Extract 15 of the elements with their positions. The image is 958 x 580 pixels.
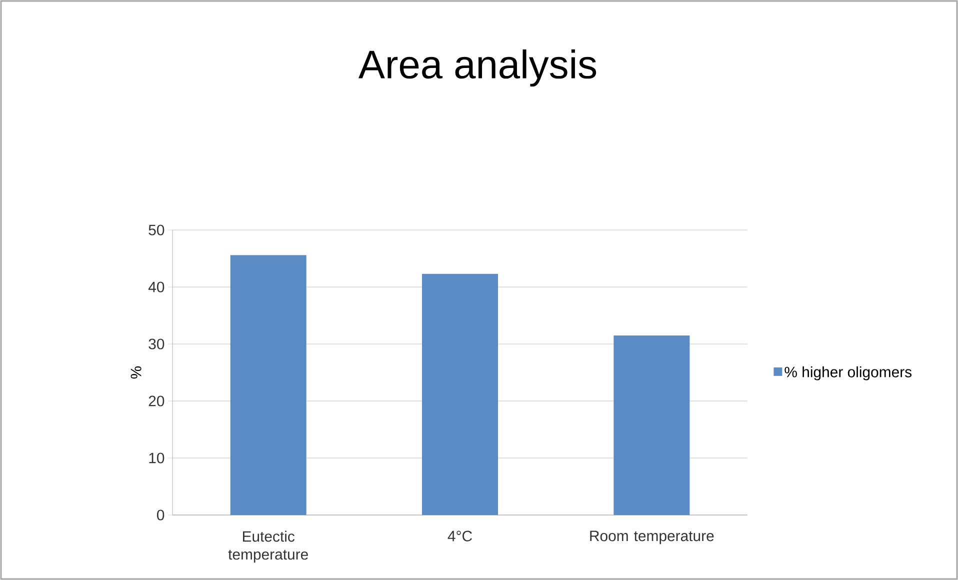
y-tick-label: 30 xyxy=(148,338,164,350)
y-tick-label: 20 xyxy=(148,396,164,406)
chart-title: Area analysis xyxy=(358,49,596,87)
x-tick-label: Eutectic temperature xyxy=(228,530,308,563)
bar xyxy=(422,274,498,516)
y-tick-label: 50 xyxy=(148,224,164,236)
x-tick-label: Room temperature xyxy=(590,530,714,544)
legend-label: % higher oligomers xyxy=(784,366,912,380)
bar xyxy=(614,335,690,516)
x-tick-label: 4°C xyxy=(448,530,472,542)
y-tick-label: 10 xyxy=(149,452,164,464)
y-tick-label: 40 xyxy=(148,282,164,292)
y-axis-title: % xyxy=(130,366,142,379)
y-tick-label: 0 xyxy=(157,510,164,520)
bar xyxy=(230,255,306,516)
